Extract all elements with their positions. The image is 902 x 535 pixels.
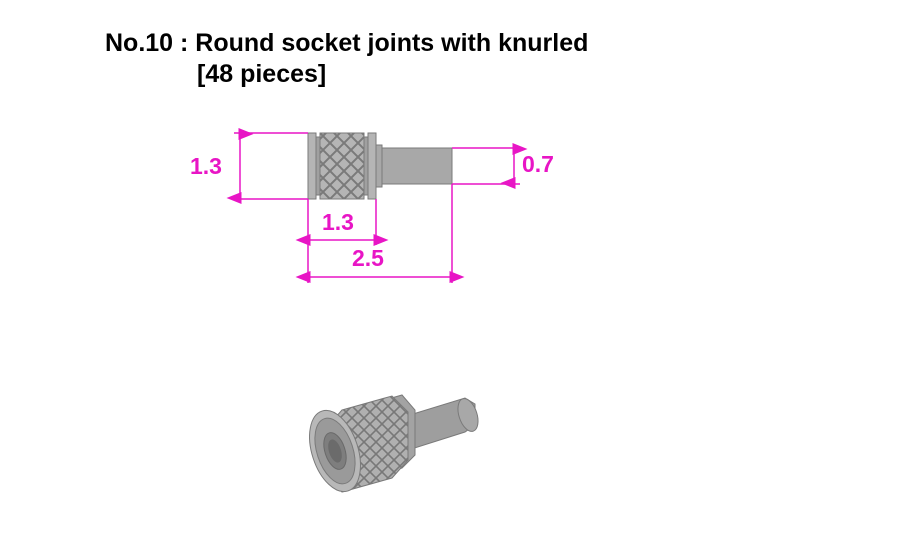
knurled-body	[320, 133, 364, 199]
dim-head-label: 1.3	[322, 209, 354, 236]
inner-ring-1	[316, 137, 320, 195]
isometric-svg	[280, 370, 500, 510]
shaft	[382, 148, 452, 184]
title-block: No.10 : Round socket joints with knurled…	[105, 28, 588, 91]
inner-ring-2	[364, 137, 368, 195]
dim-total-label: 2.5	[352, 245, 384, 272]
title-line-2: [48 pieces]	[105, 59, 588, 90]
isometric-view	[280, 370, 500, 510]
side-view-svg	[190, 115, 590, 335]
rear-flange	[368, 133, 376, 199]
dim-shaft-label: 0.7	[522, 151, 554, 178]
title-line-1: No.10 : Round socket joints with knurled	[105, 28, 588, 59]
step-ring	[376, 145, 382, 187]
front-flange	[308, 133, 316, 199]
side-view-diagram: 1.3 0.7 1.3 2.5	[190, 115, 590, 335]
dim-height-label: 1.3	[190, 153, 222, 180]
